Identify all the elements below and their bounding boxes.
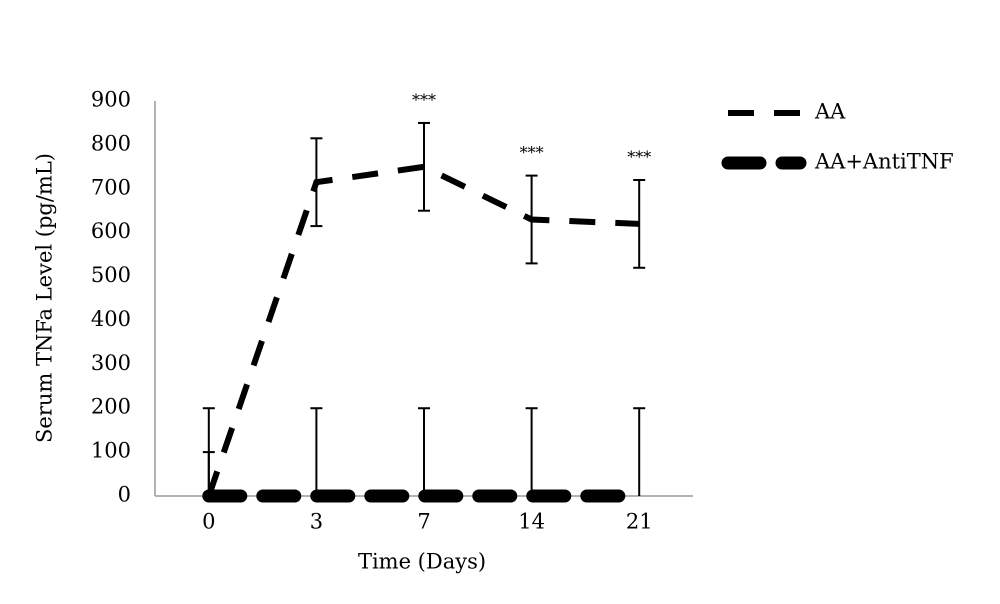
y-tick-label: 500 [91,263,131,287]
y-tick-label: 400 [91,307,131,331]
x-tick-label: 3 [310,510,323,534]
annotation: *** [520,143,544,162]
y-tick-label: 600 [91,219,131,243]
y-tick-label: 900 [91,88,131,112]
x-tick-label: 21 [626,510,653,534]
legend-label: AA [814,100,846,124]
legend-label: AA+AntiTNF [814,150,954,174]
y-tick-label: 200 [91,395,131,419]
y-tick-label: 300 [91,351,131,375]
annotation: *** [627,148,651,167]
x-tick-label: 14 [518,510,545,534]
x-axis-label: Time (Days) [358,550,486,574]
y-tick-label: 0 [118,483,131,507]
y-tick-label: 800 [91,131,131,155]
y-axis-label: Serum TNFa Level (pg/mL) [33,153,57,443]
x-tick-label: 7 [417,510,430,534]
annotation: *** [412,90,436,109]
x-tick-label: 0 [202,510,215,534]
y-tick-label: 700 [91,175,131,199]
y-tick-label: 100 [91,439,131,463]
